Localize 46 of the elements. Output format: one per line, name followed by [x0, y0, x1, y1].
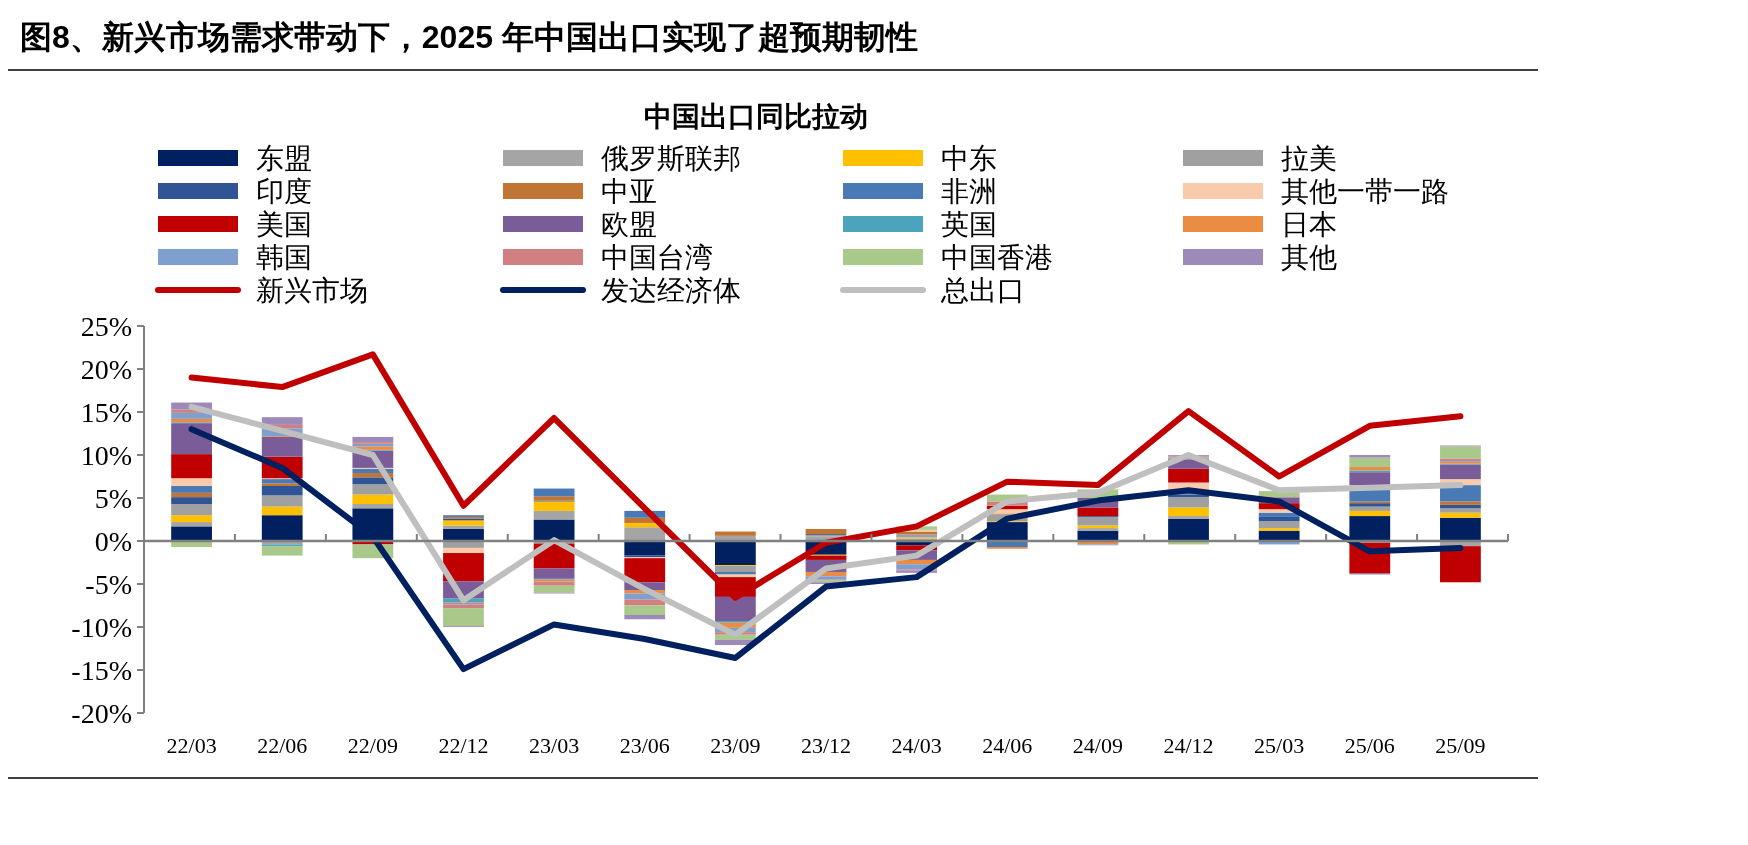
chart-title: 图8、新兴市场需求带动下，2025 年中国出口实现了超预期韧性 [20, 19, 918, 55]
x-tick-label: 25/06 [1344, 733, 1395, 758]
legend-label: 俄罗斯联邦 [601, 143, 741, 174]
x-tick-label: 23/09 [710, 733, 761, 758]
y-tick-label: -15% [71, 654, 132, 686]
legend-label: 日本 [1281, 209, 1337, 240]
x-tick-label: 24/03 [891, 733, 942, 758]
legend-label: 东盟 [256, 143, 312, 174]
x-tick-label: 24/12 [1163, 733, 1214, 758]
x-tick-label: 25/03 [1254, 733, 1305, 758]
x-tick-label: 22/12 [438, 733, 489, 758]
legend-label: 新兴市场 [256, 275, 368, 306]
x-tick-label: 23/06 [619, 733, 670, 758]
y-tick-label: -10% [71, 611, 132, 643]
legend-label: 印度 [256, 176, 312, 207]
y-tick-label: 5% [94, 482, 132, 514]
legend-label: 中东 [941, 143, 997, 174]
y-tick-label: 0% [94, 525, 132, 557]
legend-label: 中国台湾 [601, 242, 713, 273]
x-tick-label: 25/09 [1435, 733, 1486, 758]
y-tick-label: 15% [80, 396, 132, 428]
legend-label: 发达经济体 [601, 275, 741, 306]
legend-label: 韩国 [256, 242, 312, 273]
x-tick-label: 24/09 [1072, 733, 1123, 758]
legend-label: 中国香港 [941, 242, 1053, 273]
x-tick-label: 22/06 [257, 733, 308, 758]
legend-label: 其他 [1281, 242, 1337, 273]
x-tick-label: 24/06 [982, 733, 1033, 758]
y-tick-label: 25% [80, 310, 132, 342]
y-tick-label: 20% [80, 353, 132, 385]
legend-label: 欧盟 [601, 209, 657, 240]
legend-label: 美国 [256, 209, 312, 240]
legend-label: 拉美 [1281, 143, 1337, 174]
x-tick-label: 22/03 [166, 733, 217, 758]
x-tick-label: 22/09 [347, 733, 398, 758]
legend-label: 非洲 [941, 176, 997, 207]
y-tick-label: 10% [80, 439, 132, 471]
y-tick-label: -5% [85, 568, 132, 600]
chart-subtitle: 中国出口同比拉动 [644, 101, 868, 132]
y-tick-label: -20% [71, 697, 132, 729]
legend-label: 其他一带一路 [1281, 176, 1449, 207]
x-tick-label: 23/03 [529, 733, 580, 758]
legend-label: 英国 [941, 209, 997, 240]
legend-label: 总出口 [940, 275, 1025, 306]
x-tick-label: 23/12 [800, 733, 852, 758]
legend-label: 中亚 [601, 176, 657, 207]
